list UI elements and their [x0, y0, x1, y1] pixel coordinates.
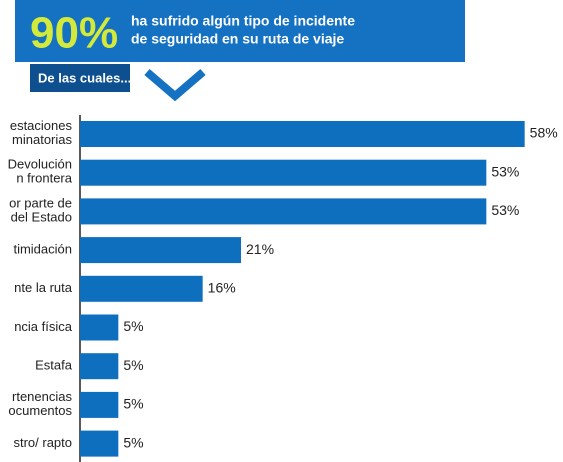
value-label: 5% [123, 318, 143, 334]
bar [80, 353, 119, 380]
category-label: Devolución n frontera [8, 157, 73, 186]
bar [80, 198, 487, 225]
sub-box [30, 64, 130, 92]
bar [80, 275, 203, 302]
banner-line: ha sufrido algún tipo de incidente [131, 13, 355, 29]
category-label: rtenencias ocumentos [8, 389, 72, 418]
value-label: 53% [491, 163, 519, 179]
category-label: ncia física [14, 319, 73, 334]
category-label: nte la ruta [14, 280, 73, 295]
category-label: Estafa [35, 358, 73, 373]
banner [15, 0, 465, 62]
category-label: or parte de del Estado [9, 196, 72, 225]
category-label: timidación [13, 242, 72, 257]
bar [80, 159, 487, 186]
bar [80, 237, 241, 264]
value-label: 16% [208, 280, 236, 296]
value-label: 5% [123, 396, 143, 412]
value-label: 58% [530, 125, 558, 141]
category-label: stro/ rapto [13, 435, 72, 450]
bar [80, 391, 119, 418]
bar [80, 121, 525, 147]
bar [80, 430, 119, 457]
value-label: 5% [123, 357, 143, 373]
sub-text: De las cuales... [38, 70, 131, 85]
banner-line: de seguridad en su ruta de viaje [131, 31, 344, 47]
category-label: estaciones minatorias [10, 118, 73, 147]
value-label: 5% [123, 434, 143, 450]
bar [80, 314, 119, 341]
chevron [144, 68, 206, 102]
value-label: 53% [491, 202, 519, 218]
value-label: 21% [246, 241, 274, 257]
banner-figure: 90% [30, 9, 118, 58]
